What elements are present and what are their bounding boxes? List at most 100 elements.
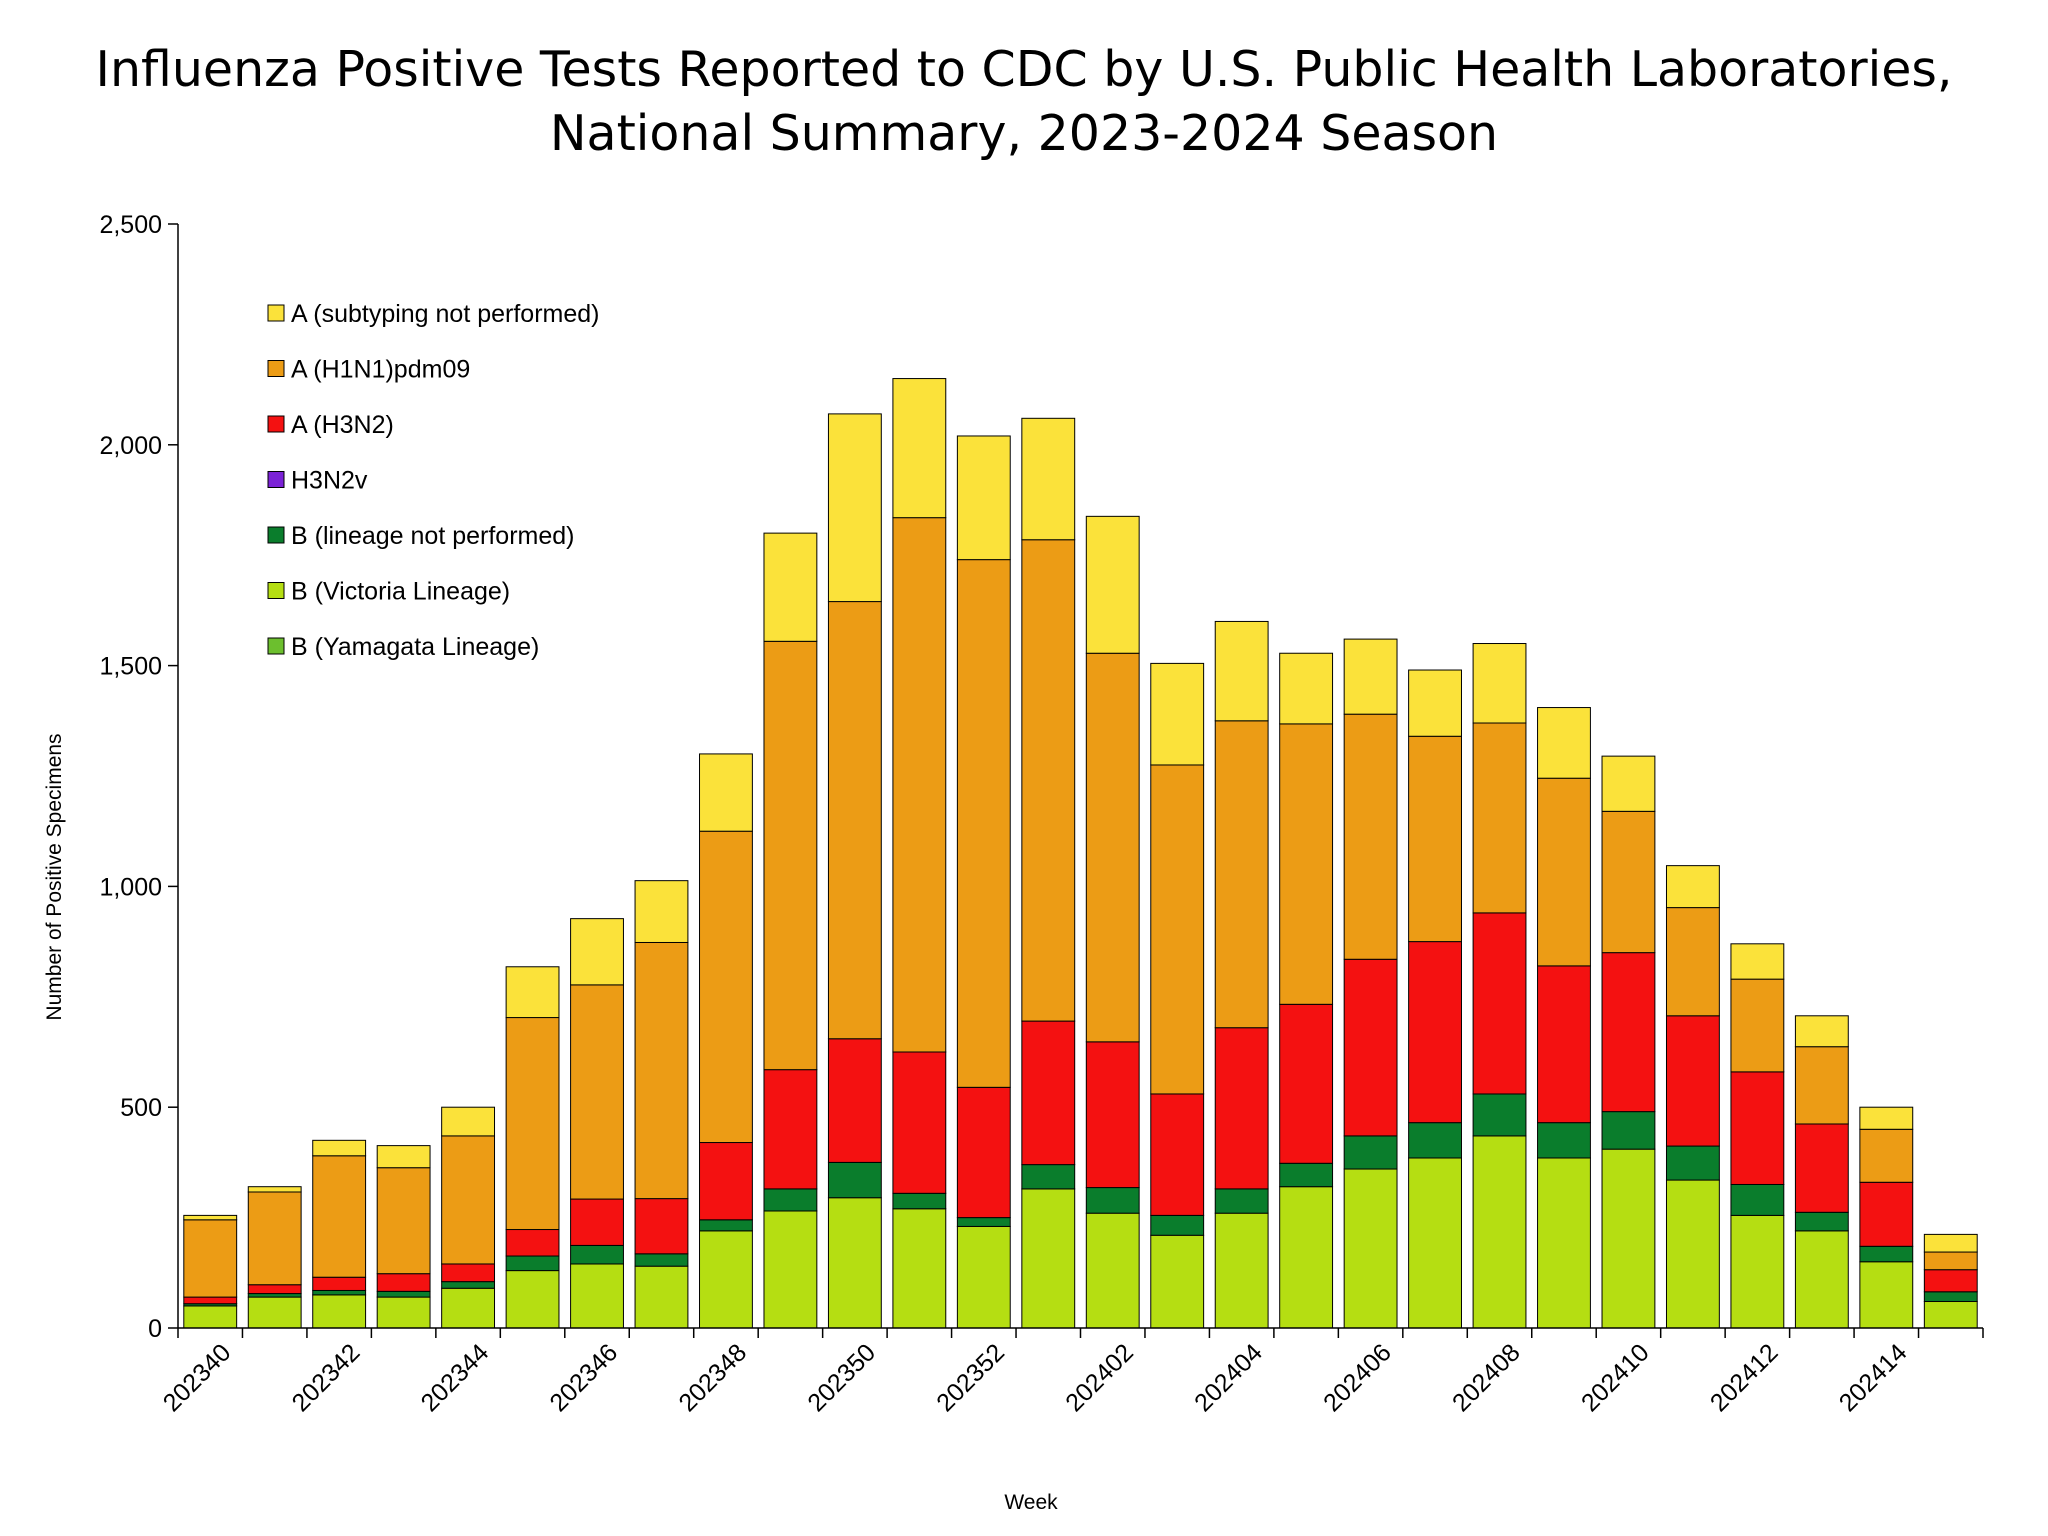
bar-segment-202352-series-2 xyxy=(956,1217,1011,1227)
bar-segment-202352-series-4 xyxy=(956,1086,1011,1219)
bar-segment-202413-series-1 xyxy=(1794,1230,1849,1329)
bar-segment-202406-series-1 xyxy=(1343,1168,1398,1329)
bar-segment-202412-series-5 xyxy=(1730,978,1785,1073)
bar-segment-202341-series-5 xyxy=(247,1191,302,1286)
bar-segment-202411-series-6 xyxy=(1665,865,1720,909)
bar-segment-202406-series-2 xyxy=(1343,1135,1398,1170)
bar-segment-202404-series-2 xyxy=(1214,1188,1269,1214)
bar-segment-202345-series-4 xyxy=(505,1229,560,1257)
bar-segment-202349-series-4 xyxy=(763,1069,818,1190)
bar-segment-202407-series-1 xyxy=(1408,1157,1462,1329)
bar-segment-202411-series-5 xyxy=(1665,907,1720,1017)
legend-swatch xyxy=(267,471,285,488)
bar-segment-202408-series-6 xyxy=(1472,643,1527,724)
x-tick-label: 202414 xyxy=(1834,1338,1913,1417)
y-tick-label: 1,500 xyxy=(99,653,162,681)
bar-segment-202343-series-2 xyxy=(376,1290,431,1298)
bar-segment-202345-series-2 xyxy=(505,1255,560,1272)
x-tick-label: 202344 xyxy=(416,1338,495,1417)
bar-segment-202344-series-2 xyxy=(441,1281,496,1289)
bar-segment-202350-series-6 xyxy=(827,413,882,603)
bar-segment-202412-series-2 xyxy=(1730,1183,1785,1216)
y-tick-label: 2,500 xyxy=(99,211,162,239)
legend-swatch xyxy=(267,415,285,433)
bar-segment-202349-series-5 xyxy=(763,640,818,1071)
bar-segment-202347-series-5 xyxy=(634,941,689,1200)
bar-segment-202346-series-5 xyxy=(570,984,624,1200)
bar-segment-202340-series-5 xyxy=(183,1219,238,1298)
chart-title-line-1: Influenza Positive Tests Reported to CDC… xyxy=(95,41,1953,98)
bar-segment-202407-series-4 xyxy=(1408,941,1462,1124)
bar-segment-202404-series-1 xyxy=(1214,1212,1269,1329)
bar-segment-202351-series-6 xyxy=(892,378,947,519)
bar-segment-202344-series-5 xyxy=(441,1135,496,1265)
bar-segment-202351-series-1 xyxy=(892,1208,947,1329)
bar-segment-202404-series-5 xyxy=(1214,720,1269,1029)
bar-segment-202350-series-1 xyxy=(827,1197,882,1329)
bar-segment-202349-series-2 xyxy=(763,1188,818,1212)
bar-segment-202403-series-5 xyxy=(1150,764,1205,1095)
bar-segment-202348-series-6 xyxy=(699,753,753,832)
bar-segment-202409-series-5 xyxy=(1537,777,1591,967)
bar-segment-202410-series-6 xyxy=(1601,755,1656,812)
bar-segment-202410-series-5 xyxy=(1601,810,1656,954)
bar-segment-202408-series-4 xyxy=(1472,912,1527,1095)
bar-segment-202346-series-2 xyxy=(570,1244,624,1265)
x-tick-label: 202350 xyxy=(802,1338,881,1417)
x-tick-label: 202410 xyxy=(1576,1338,1655,1417)
x-tick-label: 202348 xyxy=(673,1338,752,1417)
bar-segment-202340-series-4 xyxy=(183,1296,238,1305)
bar-segment-202405-series-1 xyxy=(1279,1186,1334,1329)
bar-segment-202401-series-6 xyxy=(1021,417,1076,541)
x-tick-label: 202412 xyxy=(1705,1338,1784,1417)
y-tick-label: 500 xyxy=(120,1094,162,1122)
chart-title-line-2: National Summary, 2023-2024 Season xyxy=(549,105,1499,162)
bar-segment-202414-series-4 xyxy=(1859,1181,1914,1247)
bar-segment-202409-series-4 xyxy=(1537,965,1591,1124)
bar-segment-202412-series-6 xyxy=(1730,943,1785,980)
legend-label: A (subtyping not performed) xyxy=(291,300,600,328)
bars-layer xyxy=(183,378,1978,1329)
bar-segment-202408-series-1 xyxy=(1472,1135,1527,1329)
bar-segment-202405-series-2 xyxy=(1279,1162,1334,1188)
bar-segment-202410-series-4 xyxy=(1601,952,1656,1113)
x-axis-title: Week xyxy=(1004,1491,1058,1514)
legend-label: A (H1N1)pdm09 xyxy=(291,356,470,384)
bar-segment-202347-series-4 xyxy=(634,1198,689,1255)
bar-segment-202404-series-4 xyxy=(1214,1027,1269,1190)
bar-segment-202344-series-6 xyxy=(441,1106,496,1137)
bar-segment-202352-series-6 xyxy=(956,435,1011,561)
legend-swatch xyxy=(267,526,285,544)
bar-segment-202343-series-5 xyxy=(376,1167,431,1275)
bar-segment-202412-series-1 xyxy=(1730,1214,1785,1329)
bar-segment-202411-series-2 xyxy=(1665,1145,1720,1181)
x-tick-label: 202352 xyxy=(931,1338,1010,1417)
x-tick-label: 202404 xyxy=(1189,1338,1268,1417)
bar-segment-202342-series-5 xyxy=(312,1155,367,1278)
bar-segment-202411-series-1 xyxy=(1665,1179,1720,1329)
bar-segment-202348-series-5 xyxy=(699,830,753,1144)
bar-segment-202407-series-5 xyxy=(1408,735,1462,943)
bar-segment-202347-series-2 xyxy=(634,1253,689,1267)
bar-segment-202410-series-1 xyxy=(1601,1148,1656,1329)
bar-segment-202401-series-5 xyxy=(1021,539,1076,1022)
bar-segment-202410-series-2 xyxy=(1601,1111,1656,1150)
x-tick-label: 202408 xyxy=(1447,1338,1526,1417)
bar-segment-202341-series-4 xyxy=(247,1284,302,1295)
bar-segment-202406-series-6 xyxy=(1343,638,1398,715)
bar-segment-202350-series-5 xyxy=(827,601,882,1040)
bar-segment-202413-series-5 xyxy=(1794,1046,1849,1125)
bar-segment-202352-series-1 xyxy=(956,1225,1011,1329)
bar-segment-202408-series-2 xyxy=(1472,1093,1527,1137)
legend-label: B (Yamagata Lineage) xyxy=(291,633,539,661)
bar-segment-202406-series-4 xyxy=(1343,958,1398,1137)
bar-segment-202402-series-5 xyxy=(1085,652,1140,1043)
bar-segment-202415-series-6 xyxy=(1923,1233,1978,1253)
bar-segment-202414-series-5 xyxy=(1859,1128,1914,1183)
legend-label: B (lineage not performed) xyxy=(291,522,574,550)
bar-segment-202414-series-6 xyxy=(1859,1106,1914,1130)
bar-segment-202401-series-2 xyxy=(1021,1164,1076,1190)
legend-swatch xyxy=(267,637,285,655)
legend: A (subtyping not performed) A (H1N1)pdm09… xyxy=(267,300,600,661)
bar-segment-202405-series-4 xyxy=(1279,1003,1334,1164)
